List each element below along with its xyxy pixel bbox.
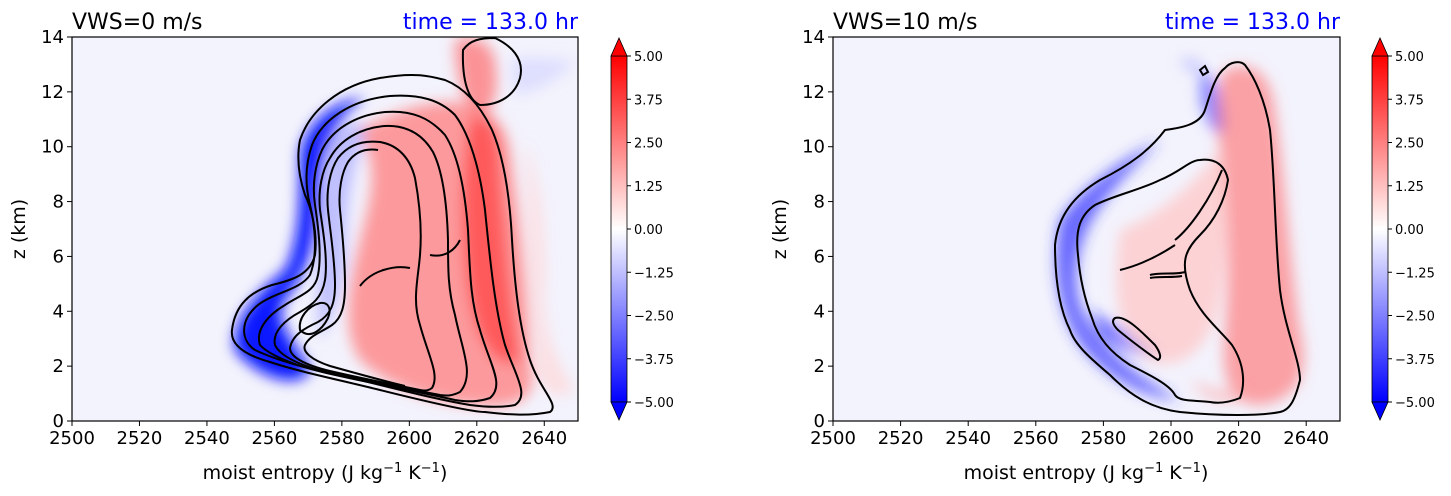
x-tick-label: 2640 [521, 428, 567, 449]
panel-2-xlabel: moist entropy (J kg−1 K−1) [964, 461, 1209, 484]
x-tick-label: 2620 [454, 428, 500, 449]
y-tick-label: 14 [802, 27, 825, 48]
colorbar-1: 5.00 3.75 2.50 1.25 0.00 −1.25 −2.50 −3.75 −5.00 [610, 37, 674, 421]
panel-vws-10: 2500 2520 2540 2560 2580 2600 2620 2640 0 2 4 6 8 10… [769, 10, 1435, 484]
y-tick-label: 8 [814, 192, 825, 213]
x-tick-label: 2580 [319, 428, 365, 449]
colorbar-gradient [1371, 55, 1389, 403]
x-tick-label: 2540 [945, 428, 991, 449]
colorbar-extend-top [610, 37, 628, 57]
colorbar-tick-label: −5.00 [634, 396, 674, 411]
y-tick-label: 0 [53, 411, 64, 432]
x-tick-label: 2520 [117, 428, 163, 449]
colorbar-tick-label: 3.75 [634, 93, 663, 108]
y-tick-label: 2 [814, 356, 825, 377]
colorbar-tick-label: −5.00 [1395, 396, 1435, 411]
y-tick-label: 10 [41, 137, 64, 158]
x-tick-label: 2600 [386, 428, 432, 449]
colorbar-tick-label: −1.25 [1395, 266, 1435, 281]
x-tick-label: 2620 [1216, 428, 1262, 449]
panel-1-ylabel: z (km) [8, 199, 30, 259]
x-tick-label: 2520 [878, 428, 924, 449]
colorbar-extend-top [1371, 37, 1389, 57]
x-tick-label: 2580 [1080, 428, 1126, 449]
y-tick-label: 12 [41, 82, 64, 103]
y-tick-label: 12 [802, 82, 825, 103]
x-ticks-2: 2500 2520 2540 2560 2580 2600 2620 2640 [810, 421, 1329, 449]
y-tick-label: 4 [53, 301, 64, 322]
panel-2-title-left: VWS=10 m/s [833, 10, 978, 35]
colorbar-tick-label: −3.75 [634, 353, 674, 368]
y-tick-label: 10 [802, 137, 825, 158]
y-tick-label: 6 [814, 246, 825, 267]
y-tick-label: 14 [41, 27, 64, 48]
x-tick-label: 2500 [49, 428, 95, 449]
y-tick-label: 6 [53, 246, 64, 267]
panel-1-title-right: time = 133.0 hr [403, 10, 579, 35]
colorbar-gradient [610, 55, 628, 403]
y-tick-label: 0 [814, 411, 825, 432]
y-tick-label: 8 [53, 192, 64, 213]
colorbar-tick-label: 2.50 [1395, 137, 1424, 152]
panel-vws-0: 2500 2520 2540 2560 2580 2600 2620 2640 0 2 4 6 8 10… [8, 10, 674, 484]
heatmap-field-2 [833, 37, 1340, 421]
colorbar-tick-label: 0.00 [634, 223, 663, 238]
x-tick-label: 2600 [1148, 428, 1194, 449]
colorbar-extend-bottom [1371, 401, 1389, 421]
plot-frame-1 [71, 36, 579, 422]
colorbar-tick-label: 5.00 [1395, 50, 1424, 65]
y-tick-label: 2 [53, 356, 64, 377]
x-tick-label: 2500 [810, 428, 856, 449]
plot-frame-2 [832, 36, 1341, 422]
x-ticks-1: 2500 2520 2540 2560 2580 2600 2620 2640 [49, 421, 567, 449]
colorbar-tick-label: 3.75 [1395, 93, 1424, 108]
colorbar-tick-label: 1.25 [634, 180, 663, 195]
y-ticks-2: 0 2 4 6 8 10 12 14 [802, 27, 833, 432]
heatmap-field-1 [72, 37, 578, 421]
x-tick-label: 2640 [1283, 428, 1329, 449]
panel-1-xlabel: moist entropy (J kg−1 K−1) [203, 461, 448, 484]
colorbar-tick-label: 0.00 [1395, 223, 1424, 238]
contours-1 [230, 37, 554, 416]
y-ticks-1: 0 2 4 6 8 10 12 14 [41, 27, 72, 432]
panel-1-title-left: VWS=0 m/s [72, 10, 203, 35]
x-tick-label: 2540 [184, 428, 230, 449]
colorbar-tick-label: −3.75 [1395, 353, 1435, 368]
y-tick-label: 4 [814, 301, 825, 322]
x-tick-label: 2560 [251, 428, 297, 449]
contours-2 [1053, 61, 1302, 416]
colorbar-tick-label: 1.25 [1395, 180, 1424, 195]
colorbar-tick-label: 5.00 [634, 50, 663, 65]
colorbar-tick-label: −2.50 [1395, 310, 1435, 325]
colorbar-tick-label: 2.50 [634, 137, 663, 152]
colorbar-extend-bottom [610, 401, 628, 421]
colorbar-tick-label: −2.50 [634, 310, 674, 325]
panel-2-ylabel: z (km) [769, 199, 791, 259]
panel-2-title-right: time = 133.0 hr [1165, 10, 1341, 35]
colorbar-2: 5.00 3.75 2.50 1.25 0.00 −1.25 −2.50 −3.75 −5.00 [1371, 37, 1435, 421]
x-tick-label: 2560 [1013, 428, 1059, 449]
colorbar-tick-label: −1.25 [634, 266, 674, 281]
